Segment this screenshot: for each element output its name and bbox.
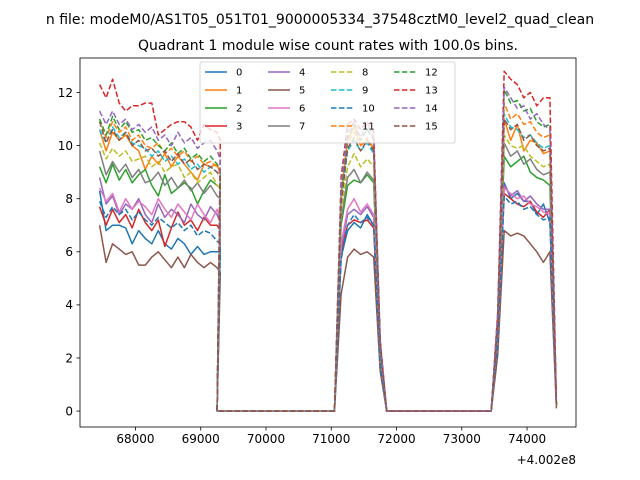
- axes-frame: [79, 57, 577, 428]
- series-line-8: [98, 134, 558, 412]
- x-tick-label: 73000: [443, 432, 481, 446]
- x-tick-label: 74000: [508, 432, 546, 446]
- y-tick-label: 4: [65, 298, 73, 312]
- legend-label: 0: [236, 68, 242, 79]
- y-axis: 0 2 4 6 8 10 12: [58, 86, 80, 418]
- legend-box: [199, 61, 456, 144]
- legend-label: 3: [236, 122, 242, 133]
- legend-label: 6: [299, 104, 305, 115]
- series-line-15: [98, 118, 558, 412]
- legend-label: 14: [425, 104, 438, 115]
- series-layer: [98, 70, 558, 412]
- series-line-10: [98, 195, 558, 412]
- legend-label: 1: [236, 86, 242, 97]
- x-tick-label: 69000: [182, 432, 220, 446]
- legend-label: 7: [299, 122, 305, 133]
- legend-label: 12: [425, 68, 438, 79]
- y-tick-label: 12: [58, 86, 73, 100]
- series-line-9: [98, 112, 558, 412]
- x-offset-text: +4.002e8: [517, 453, 576, 467]
- legend-label: 9: [362, 86, 368, 97]
- y-tick-label: 6: [65, 245, 73, 259]
- x-tick-label: 70000: [247, 432, 285, 446]
- series-line-14: [98, 86, 558, 412]
- legend-label: 15: [425, 122, 438, 133]
- series-line-12: [98, 89, 558, 412]
- legend-label: 4: [299, 68, 305, 79]
- figure-suptitle: n file: modeM0/AS1T05_051T01_9000005334_…: [46, 12, 594, 28]
- y-tick-label: 0: [65, 404, 73, 418]
- y-tick-label: 10: [58, 139, 73, 153]
- x-tick-label: 71000: [312, 432, 350, 446]
- legend-label: 11: [362, 122, 375, 133]
- y-tick-label: 2: [65, 351, 73, 365]
- legend-label: 10: [362, 104, 375, 115]
- legend-label: 5: [299, 86, 305, 97]
- legend-label: 13: [425, 86, 438, 97]
- series-line-7: [98, 142, 558, 412]
- series-line-13: [98, 70, 558, 412]
- series-line-11: [98, 102, 558, 412]
- chart-title: Quadrant 1 module wise count rates with …: [138, 38, 518, 54]
- x-tick-label: 72000: [377, 432, 415, 446]
- legend-label: 8: [362, 68, 368, 79]
- x-axis: 68000 69000 70000 71000 72000 73000 74000: [116, 427, 546, 446]
- x-tick-label: 68000: [116, 432, 154, 446]
- legend-label: 2: [236, 104, 242, 115]
- y-tick-label: 8: [65, 192, 73, 206]
